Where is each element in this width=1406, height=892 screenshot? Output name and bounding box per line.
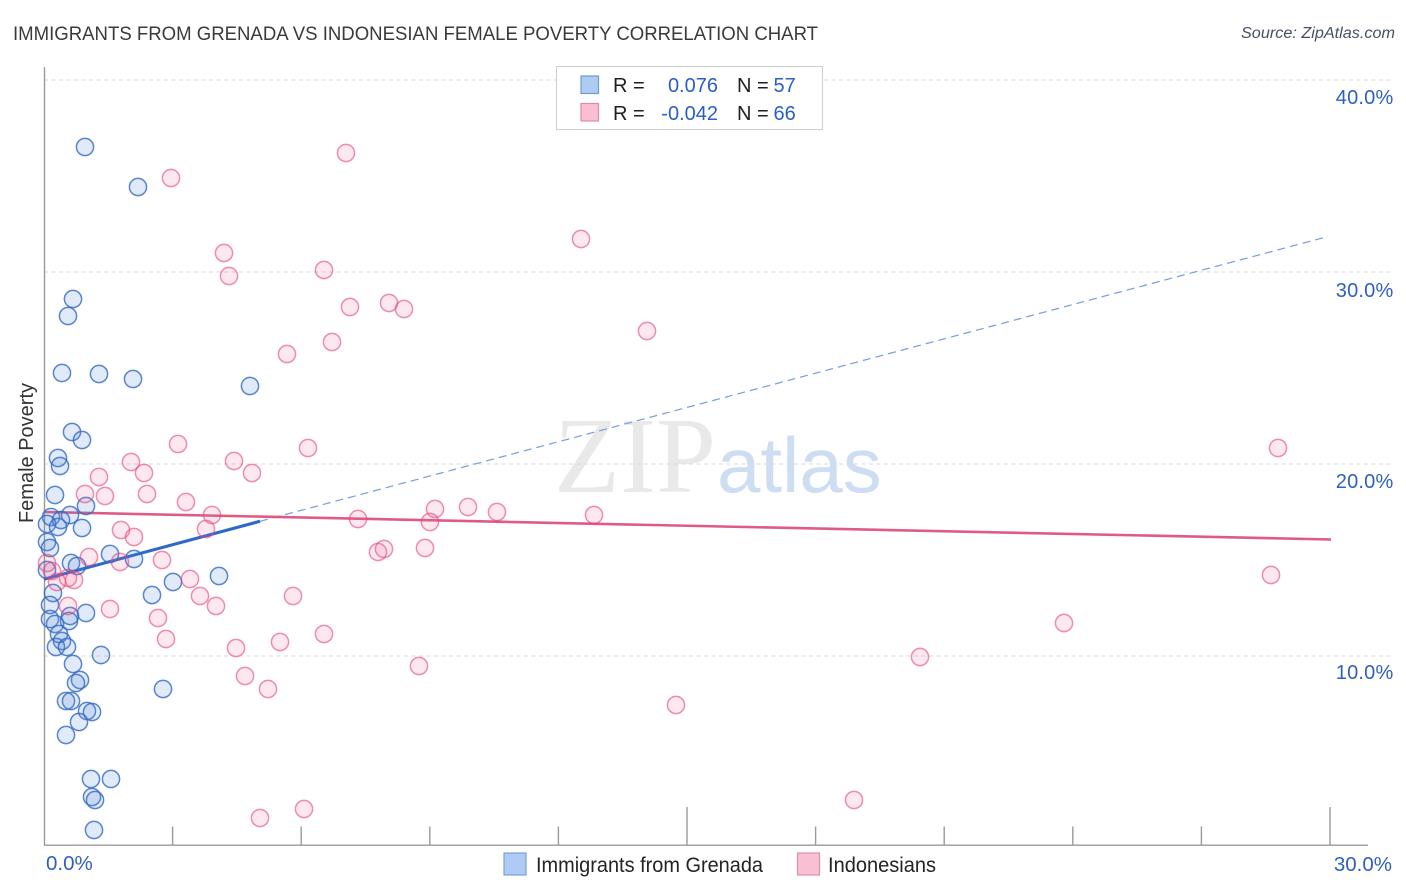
svg-text:IMMIGRANTS FROM GRENADA VS IND: IMMIGRANTS FROM GRENADA VS INDONESIAN FE… — [13, 23, 818, 45]
svg-text:30.0%: 30.0% — [1334, 853, 1392, 876]
svg-text:10.0%: 10.0% — [1336, 662, 1394, 684]
svg-text:Immigrants from Grenada: Immigrants from Grenada — [536, 853, 763, 877]
svg-text:ZIP: ZIP — [554, 397, 716, 516]
svg-text:57: 57 — [774, 75, 796, 97]
svg-text:-0.042: -0.042 — [661, 103, 718, 125]
svg-text:0.076: 0.076 — [668, 75, 718, 97]
svg-text:N =: N = — [737, 75, 769, 97]
svg-text:atlas: atlas — [717, 421, 882, 509]
svg-text:R =: R = — [613, 103, 645, 125]
svg-text:30.0%: 30.0% — [1336, 280, 1394, 302]
svg-text:66: 66 — [774, 103, 796, 125]
svg-text:40.0%: 40.0% — [1336, 87, 1394, 109]
svg-text:Female Poverty: Female Poverty — [16, 383, 38, 523]
svg-text:Indonesians: Indonesians — [828, 853, 936, 877]
svg-text:0.0%: 0.0% — [46, 852, 93, 875]
svg-text:R =: R = — [613, 75, 645, 97]
svg-text:20.0%: 20.0% — [1336, 471, 1394, 493]
svg-text:Source: ZipAtlas.com: Source: ZipAtlas.com — [1241, 25, 1395, 42]
svg-text:N =: N = — [737, 103, 769, 125]
